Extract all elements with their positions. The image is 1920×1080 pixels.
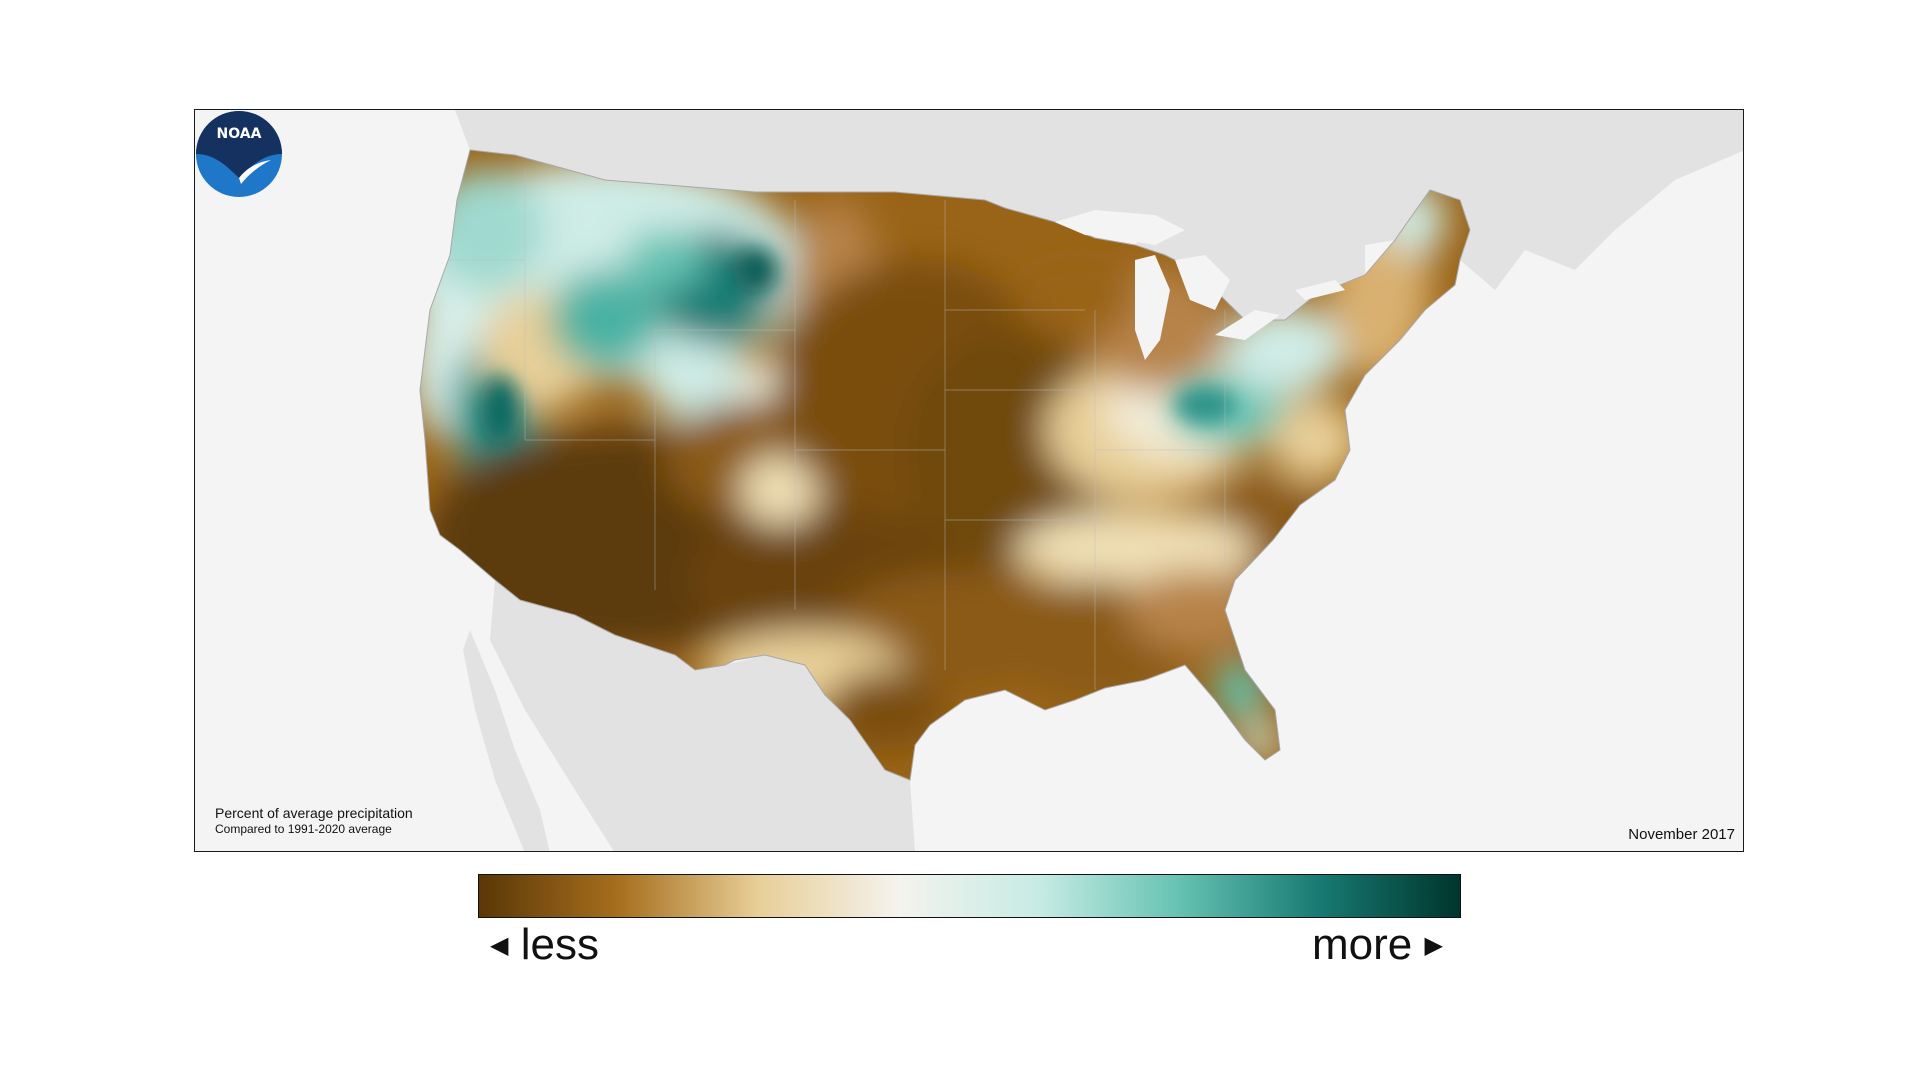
great-lakes	[1055, 210, 1345, 360]
caption-title: Percent of average precipitation	[215, 804, 413, 821]
legend-color-bar	[478, 874, 1461, 918]
surrounding-land	[455, 110, 1743, 851]
legend-more-label: more	[1312, 920, 1413, 969]
noaa-logo-text: NOAA	[217, 126, 262, 142]
map-canvas	[419, 110, 1743, 851]
date-label: November 2017	[1628, 826, 1735, 843]
precipitation-map: Percent of average precipitation Compare…	[194, 109, 1744, 852]
right-arrow-icon: ▶	[1424, 932, 1443, 959]
us-outline	[419, 149, 1471, 781]
legend-more: more ▶	[1312, 915, 1443, 976]
caption-subtitle: Compared to 1991-2020 average	[215, 822, 392, 836]
legend-less-label: less	[520, 920, 599, 969]
state-borders	[435, 170, 1226, 690]
legend-less: ◀ less	[490, 915, 599, 976]
left-arrow-icon: ◀	[490, 932, 509, 959]
precipitation-field	[420, 150, 1470, 780]
noaa-logo: NOAA	[196, 111, 282, 197]
map-caption: Percent of average precipitation Compare…	[215, 805, 413, 838]
